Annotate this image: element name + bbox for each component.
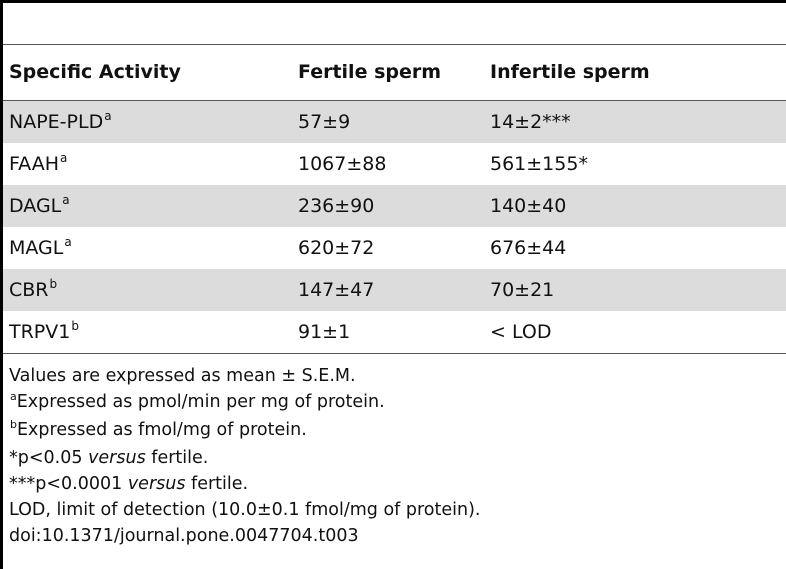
fertile-cell: 1067±88: [298, 153, 387, 175]
footnote-values: Values are expressed as mean ± S.E.M.: [9, 366, 356, 386]
header-top-rule: [3, 44, 786, 45]
table-row: TRPV1b 91±1 < LOD: [3, 311, 786, 353]
fertile-cell: 147±47: [298, 279, 375, 301]
fertile-cell: 620±72: [298, 237, 375, 259]
column-header-activity: Specific Activity: [9, 61, 181, 83]
doi-link[interactable]: doi:10.1371/journal.pone.0047704.t003: [9, 526, 359, 546]
activity-cell: FAAHa: [9, 151, 68, 175]
fertile-cell: 236±90: [298, 195, 375, 217]
table-footnotes: Values are expressed as mean ± S.E.M. aE…: [9, 363, 480, 549]
header-bottom-rule: [3, 100, 786, 101]
footnote-a: aExpressed as pmol/min per mg of protein…: [10, 390, 385, 412]
infertile-cell: 140±40: [490, 195, 567, 217]
activity-cell: DAGLa: [9, 193, 70, 217]
activity-table: NAPE-PLDa 57±9 14±2*** FAAHa 1067±88 561…: [3, 101, 786, 353]
footnote-lod: LOD, limit of detection (10.0±0.1 fmol/m…: [9, 500, 481, 520]
infertile-cell: 561±155*: [490, 153, 588, 175]
activity-cell: NAPE-PLDa: [9, 109, 112, 133]
infertile-cell: 70±21: [490, 279, 555, 301]
activity-cell: CBRb: [9, 277, 58, 301]
table-row: FAAHa 1067±88 561±155*: [3, 143, 786, 185]
activity-cell: TRPV1b: [9, 319, 79, 343]
infertile-cell: 676±44: [490, 237, 567, 259]
table-row: MAGLa 620±72 676±44: [3, 227, 786, 269]
table-row: NAPE-PLDa 57±9 14±2***: [3, 101, 786, 143]
fertile-cell: 91±1: [298, 321, 351, 343]
footnote-p00001: ***p<0.0001 versus fertile.: [9, 474, 249, 494]
table-row: CBRb 147±47 70±21: [3, 269, 786, 311]
left-border: [0, 0, 3, 569]
fertile-cell: 57±9: [298, 111, 351, 133]
column-header-fertile: Fertile sperm: [298, 61, 442, 83]
table-header-row: Specific Activity Fertile sperm Infertil…: [3, 45, 786, 100]
table-bottom-rule: [3, 353, 786, 354]
top-border: [0, 0, 786, 3]
table-row: DAGLa 236±90 140±40: [3, 185, 786, 227]
infertile-cell: < LOD: [490, 321, 552, 343]
footnote-p005: *p<0.05 versus fertile.: [9, 448, 209, 468]
column-header-infertile: Infertile sperm: [490, 61, 650, 83]
activity-cell: MAGLa: [9, 235, 72, 259]
infertile-cell: 14±2***: [490, 111, 571, 133]
footnote-b: bExpressed as fmol/mg of protein.: [10, 418, 307, 440]
